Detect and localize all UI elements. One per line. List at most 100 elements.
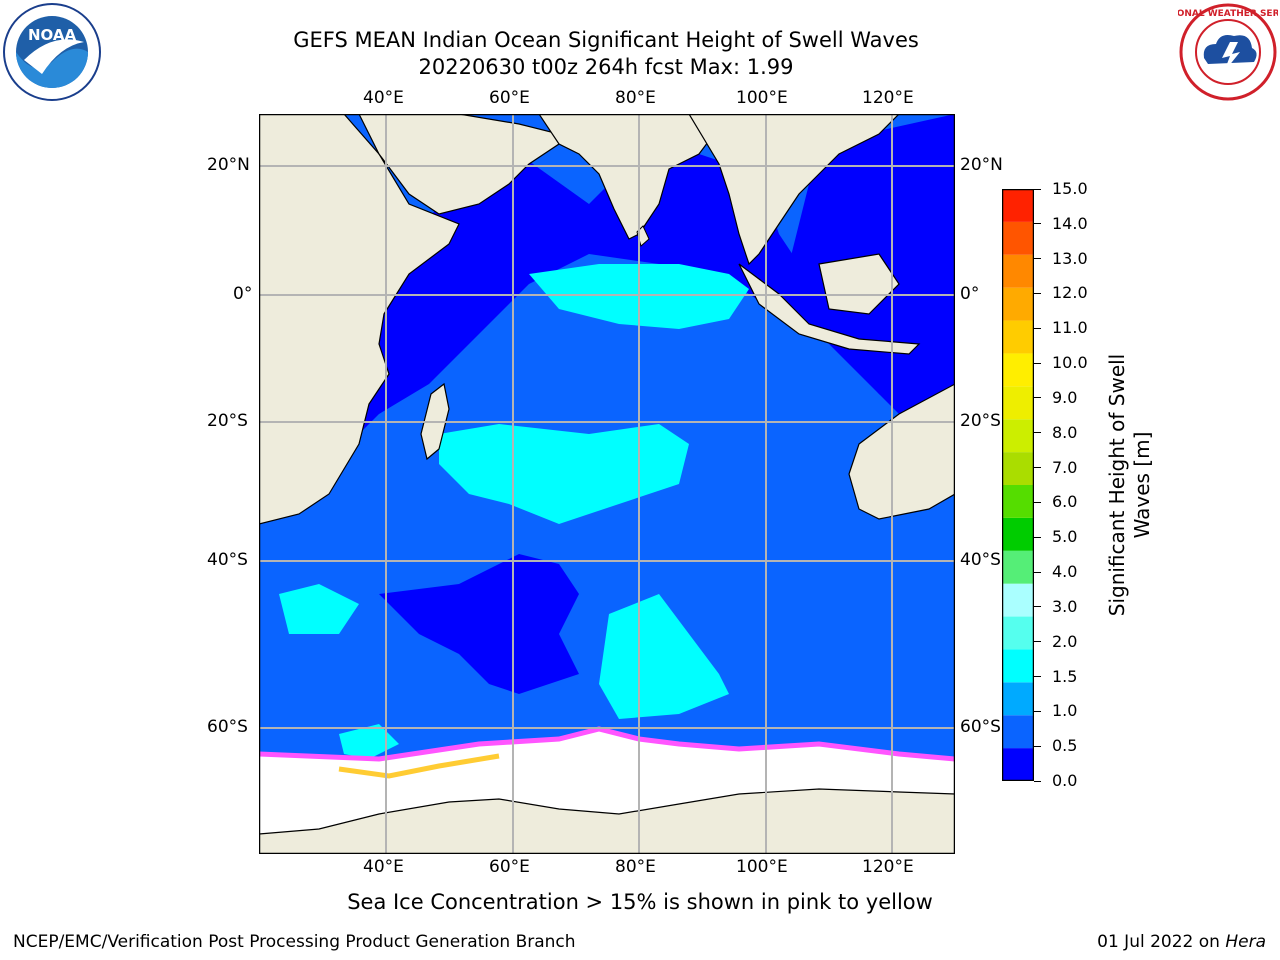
lat-label-left-20n: 20°N (207, 155, 250, 175)
colorbar-tick-label: 12.0 (1052, 283, 1088, 303)
colorbar-segment (1002, 221, 1034, 255)
colorbar-tick-label: 4.0 (1052, 562, 1078, 582)
colorbar-segment (1002, 517, 1034, 551)
colorbar-tick-mark (1034, 467, 1041, 469)
colorbar-tick-label: 13.0 (1052, 248, 1088, 268)
land-arabia (358, 114, 560, 215)
colorbar-tick-label: 15.0 (1052, 179, 1088, 198)
lat-label-right-60s: 60°S (960, 717, 1001, 737)
lat-label-left-20s: 20°S (207, 411, 248, 431)
lat-label-left-40s: 40°S (207, 550, 248, 570)
colorbar-segment (1002, 715, 1034, 749)
colorbar-title-line1: Significant Height of Swell (1105, 353, 1129, 617)
colorbar-frame (1002, 189, 1034, 781)
lat-label-left-60s: 60°S (207, 717, 248, 737)
colorbar-tick-label: 6.0 (1052, 492, 1078, 512)
land-antarctica (259, 788, 955, 854)
swell-region-north-indian-ocean (349, 154, 955, 444)
colorbar-segment (1002, 386, 1034, 420)
colorbar-segment (1002, 485, 1034, 518)
colorbar-tick-label: 2.0 (1052, 631, 1078, 651)
lon-label-bottom-80e: 80°E (615, 857, 656, 877)
host-name: Hera (1225, 932, 1266, 952)
colorbar-segment (1002, 452, 1034, 485)
swell-region-southern-cyan-3 (339, 724, 399, 759)
colorbar-title-line2: Waves [m] (1130, 431, 1154, 539)
date-text: 01 Jul 2022 on Hera (1097, 932, 1266, 952)
colorbar-tick-mark (1034, 571, 1041, 573)
lon-label-top-80e: 80°E (615, 88, 656, 108)
lon-label-top-100e: 100°E (736, 88, 788, 108)
colorbar-segment (1002, 682, 1034, 716)
credit-text: NCEP/EMC/Verification Post Processing Pr… (13, 932, 576, 952)
colorbar-tick-mark (1034, 780, 1041, 782)
lat-label-right-20s: 20°S (960, 411, 1001, 431)
lon-label-bottom-120e: 120°E (862, 857, 914, 877)
map-title: GEFS MEAN Indian Ocean Significant Heigh… (293, 28, 919, 52)
colorbar-segment (1002, 189, 1034, 222)
colorbar-tick-mark (1034, 676, 1041, 678)
colorbar-tick-label: 1.5 (1052, 666, 1078, 686)
colorbar-tick-label: 14.0 (1052, 213, 1088, 233)
colorbar-tick-mark (1034, 327, 1041, 329)
colorbar-segment (1002, 616, 1034, 650)
colorbar-tick-mark (1034, 223, 1041, 225)
land-india (538, 114, 730, 240)
colorbar-tick-label: 0.5 (1052, 736, 1078, 756)
colorbar-tick-label: 9.0 (1052, 387, 1078, 407)
colorbar-segment (1002, 320, 1034, 354)
colorbar-tick-label: 3.0 (1052, 596, 1078, 616)
colorbar-tick-label: 8.0 (1052, 422, 1078, 442)
lat-label-right-20n: 20°N (960, 155, 1003, 175)
date-value: 01 Jul 2022 on (1097, 932, 1226, 952)
colorbar-segment (1002, 287, 1034, 321)
lat-label-right-40s: 40°S (960, 550, 1001, 570)
lon-label-bottom-60e: 60°E (489, 857, 530, 877)
colorbar-segment (1002, 583, 1034, 617)
swell-region-subtropical-cyan (439, 424, 689, 524)
land-southeast-asia (688, 114, 900, 266)
colorbar (1002, 189, 1034, 781)
swell-region-southwest (379, 554, 579, 694)
colorbar-tick-mark (1034, 606, 1041, 608)
colorbar-tick-mark (1034, 188, 1041, 190)
colorbar-tick-label: 1.0 (1052, 701, 1078, 721)
colorbar-tick-label: 11.0 (1052, 318, 1088, 338)
colorbar-tick-label: 5.0 (1052, 527, 1078, 547)
colorbar-tick-mark (1034, 745, 1041, 747)
colorbar-tick-label: 7.0 (1052, 457, 1078, 477)
colorbar-tick-mark (1034, 501, 1041, 503)
colorbar-tick-mark (1034, 362, 1041, 364)
swell-region-southern-cyan-1 (599, 594, 729, 719)
swell-height-map (259, 114, 955, 854)
colorbar-tick-label: 0.0 (1052, 771, 1078, 790)
colorbar-tick-label: 10.0 (1052, 353, 1088, 373)
colorbar-tick-mark (1034, 258, 1041, 260)
colorbar-title: Significant Height of Swell Waves [m] (1105, 354, 1155, 616)
map-frame (259, 114, 955, 854)
colorbar-segment (1002, 254, 1034, 288)
lon-label-bottom-40e: 40°E (363, 857, 404, 877)
lat-label-left-0: 0° (233, 284, 253, 304)
colorbar-tick-mark (1034, 432, 1041, 434)
national-weather-service-logo: NATIONAL WEATHER SERVICE (1178, 3, 1278, 101)
noaa-logo-text: NOAA (28, 26, 77, 44)
land-australia (848, 383, 955, 520)
colorbar-segment (1002, 353, 1034, 387)
colorbar-tick-mark (1034, 641, 1041, 643)
nws-logo-text: NATIONAL WEATHER SERVICE (1178, 9, 1278, 19)
swell-region-southern-cyan-2 (279, 584, 359, 634)
land-borneo (818, 253, 900, 315)
lon-label-top-40e: 40°E (363, 88, 404, 108)
lat-label-right-0: 0° (960, 284, 980, 304)
noaa-logo: NOAA (3, 3, 101, 101)
colorbar-segment (1002, 550, 1034, 584)
lon-label-bottom-100e: 100°E (736, 857, 788, 877)
map-gridlines (259, 114, 955, 854)
sea-ice-note: Sea Ice Concentration > 15% is shown in … (347, 890, 933, 914)
sea-ice-edge-yellow (338, 753, 500, 779)
lon-label-top-120e: 120°E (862, 88, 914, 108)
colorbar-tick-mark (1034, 710, 1041, 712)
colorbar-segment (1002, 419, 1034, 453)
colorbar-tick-mark (1034, 397, 1041, 399)
